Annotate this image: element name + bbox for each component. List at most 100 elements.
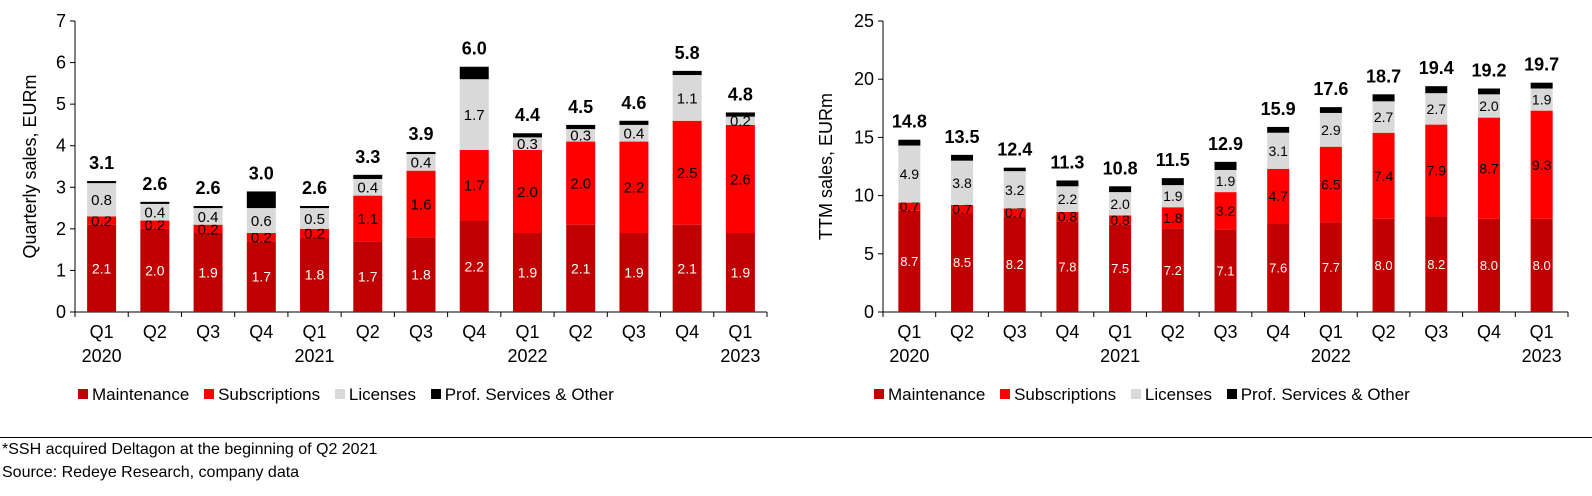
bar-segment-licenses — [1425, 93, 1448, 125]
bar-segment-subscriptions — [246, 233, 276, 242]
legend-item-subscriptions: Subscriptions — [204, 385, 320, 405]
data-label: 7.7 — [1322, 260, 1340, 275]
legend-item-prof-services: Prof. Services & Other — [430, 385, 614, 405]
data-label: 1.9 — [198, 265, 218, 281]
footnote-divider — [0, 437, 1592, 438]
data-label: 8.2 — [1006, 257, 1024, 272]
bar-segment-subscriptions — [1477, 117, 1500, 219]
data-label: 1.1 — [357, 211, 378, 228]
data-label: 8.7 — [1479, 160, 1499, 176]
bar-segment-maintenance — [951, 213, 974, 312]
bar-segment-subscriptions — [1161, 207, 1184, 229]
data-label: 1.1 — [677, 90, 698, 107]
bar-segment-subscriptions — [566, 141, 596, 225]
y-tick-label: 25 — [854, 11, 874, 31]
data-label: 8.5 — [953, 255, 971, 270]
data-label: 3.2 — [1005, 182, 1025, 198]
x-tick-year-label: 2020 — [82, 346, 122, 366]
total-label: 4.5 — [568, 97, 593, 117]
footnote-acquisition: *SSH acquired Deltagon at the beginning … — [2, 441, 378, 458]
x-tick-label: Q1 — [515, 322, 539, 342]
total-label: 3.1 — [89, 153, 114, 173]
y-tick-label: 2 — [56, 219, 66, 239]
y-tick-label: 0 — [864, 302, 874, 322]
bar-segment-prof-services-other — [1319, 107, 1342, 113]
bar-segment-subscriptions — [353, 195, 383, 242]
x-tick-label: Q2 — [1161, 322, 1185, 342]
y-tick-label: 20 — [854, 69, 874, 89]
bar-segment-licenses — [1214, 169, 1237, 193]
bar-segment-prof-services-other — [619, 120, 649, 125]
data-label: 1.9 — [731, 265, 751, 281]
total-label: 6.0 — [462, 39, 487, 59]
data-label: 2.0 — [145, 262, 165, 278]
bar-segment-subscriptions — [512, 149, 542, 234]
data-label: 1.9 — [624, 265, 644, 281]
y-tick-label: 4 — [56, 136, 66, 156]
bar-segment-licenses — [1319, 112, 1342, 147]
data-label: 0.2 — [251, 230, 272, 247]
bar-segment-subscriptions — [1109, 215, 1132, 225]
y-tick-label: 5 — [864, 244, 874, 264]
bar-segment-maintenance — [512, 233, 542, 312]
legend-right: Maintenance Subscriptions Licenses Prof.… — [874, 385, 1420, 405]
total-label: 4.4 — [515, 105, 540, 125]
data-label: 2.7 — [1427, 101, 1447, 117]
data-label: 4.9 — [900, 166, 920, 182]
bar-segment-subscriptions — [1056, 211, 1079, 222]
licenses-swatch — [334, 389, 345, 399]
bar-segment-licenses — [1056, 186, 1079, 212]
bar-segment-licenses — [1267, 132, 1290, 169]
data-label: 1.6 — [411, 196, 432, 213]
x-tick-label: Q3 — [1003, 322, 1027, 342]
bar-segment-licenses — [512, 137, 542, 150]
data-label: 1.8 — [411, 267, 431, 283]
bar-segment-maintenance — [1319, 222, 1342, 312]
bar-segment-licenses — [246, 208, 276, 234]
total-label: 17.6 — [1313, 79, 1348, 99]
x-tick-label: Q4 — [1055, 322, 1079, 342]
legend-label: Licenses — [1144, 385, 1212, 404]
bar-segment-subscriptions — [459, 149, 489, 221]
bar-segment-maintenance — [1003, 216, 1026, 312]
bar-segment-licenses — [193, 208, 223, 225]
bar-segment-licenses — [1530, 88, 1553, 111]
data-label: 0.7 — [900, 199, 920, 215]
data-label: 0.2 — [304, 225, 325, 242]
x-tick-year-label: 2021 — [1100, 346, 1140, 366]
bar-segment-prof-services-other — [566, 124, 596, 130]
legend-label: Maintenance — [92, 385, 190, 404]
total-label: 2.6 — [142, 174, 167, 194]
footnote-source: Source: Redeye Research, company data — [2, 464, 300, 481]
x-tick-label: Q1 — [728, 322, 752, 342]
data-label: 0.4 — [144, 205, 165, 222]
total-label: 10.8 — [1103, 158, 1138, 178]
data-label: 0.8 — [1058, 209, 1078, 225]
legend-label: Licenses — [348, 385, 416, 404]
data-label: 0.2 — [144, 217, 165, 234]
bar-segment-licenses — [1477, 94, 1500, 118]
x-tick-label: Q2 — [950, 322, 974, 342]
x-tick-label: Q1 — [90, 322, 114, 342]
y-tick-label: 6 — [56, 53, 66, 73]
data-label: 0.3 — [570, 128, 591, 145]
data-label: 7.4 — [1374, 168, 1394, 184]
data-label: 1.7 — [464, 107, 485, 124]
x-tick-label: Q4 — [249, 322, 273, 342]
bar-segment-subscriptions — [300, 228, 330, 238]
data-label: 8.0 — [1375, 258, 1393, 273]
bar-segment-maintenance — [1477, 218, 1500, 312]
licenses-swatch — [1130, 389, 1141, 399]
bar-segment-maintenance — [1267, 223, 1290, 312]
data-label: 0.6 — [251, 213, 272, 230]
data-label: 3.1 — [1268, 143, 1288, 159]
data-label: 2.7 — [1374, 109, 1394, 125]
total-label: 15.9 — [1261, 99, 1296, 119]
x-tick-label: Q3 — [1213, 322, 1237, 342]
bar-segment-prof-services-other — [406, 151, 436, 155]
bar-segment-licenses — [951, 160, 974, 205]
total-label: 2.6 — [196, 178, 221, 198]
data-label: 0.8 — [1110, 212, 1130, 228]
legend-item-maintenance: Maintenance — [78, 385, 189, 405]
legend-label: Subscriptions — [1014, 385, 1117, 404]
